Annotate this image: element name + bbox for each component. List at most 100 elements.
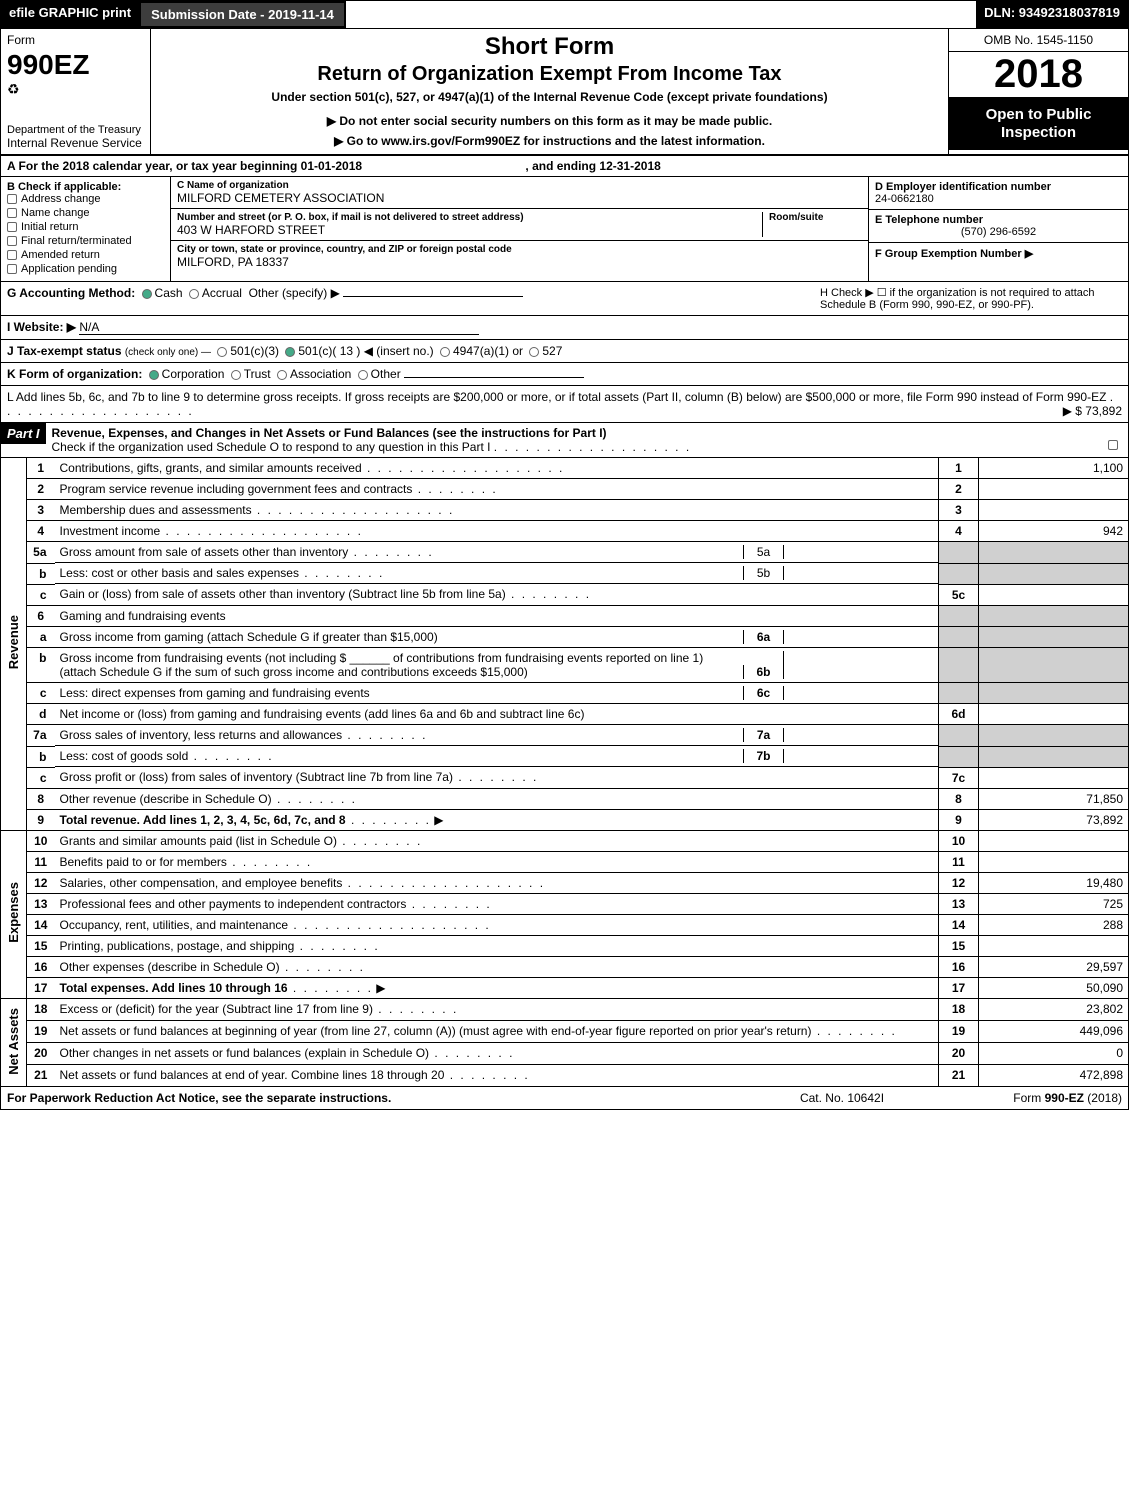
d3: Membership dues and assessments — [60, 503, 252, 517]
radio-4947[interactable] — [440, 347, 450, 357]
j-o1: 501(c)(3) — [230, 344, 279, 358]
section-l: L Add lines 5b, 6c, and 7b to line 9 to … — [0, 386, 1129, 423]
d5c: Gain or (loss) from sale of assets other… — [60, 587, 506, 601]
d14: Occupancy, rent, utilities, and maintena… — [60, 918, 289, 932]
recycle-icon: ♻ — [7, 81, 144, 98]
d5a: Gross amount from sale of assets other t… — [60, 545, 349, 559]
irs-label: Internal Revenue Service — [7, 136, 144, 150]
v2 — [979, 479, 1129, 500]
org-city-row: City or town, state or province, country… — [171, 241, 868, 272]
suite-label: Room/suite — [769, 212, 862, 223]
chk-lbl-3: Final return/terminated — [21, 235, 132, 247]
i-label: I Website: ▶ — [7, 320, 76, 334]
chk-final-return[interactable]: Final return/terminated — [7, 235, 164, 247]
form-number: 990EZ — [7, 49, 144, 81]
row-3: 3Membership dues and assessments3 — [1, 500, 1129, 521]
j-label: J Tax-exempt status — [7, 344, 122, 358]
d7a: Gross sales of inventory, less returns a… — [60, 728, 343, 742]
row-6a: a Gross income from gaming (attach Sched… — [1, 626, 1129, 648]
v4: 942 — [979, 521, 1129, 542]
radio-assoc[interactable] — [277, 370, 287, 380]
j-o4: 527 — [542, 344, 562, 358]
header-right: OMB No. 1545-1150 2018 Open to Public In… — [948, 29, 1128, 154]
part1-badge: Part I — [1, 423, 46, 444]
chk-lbl-4: Amended return — [21, 249, 100, 261]
radio-501c[interactable] — [285, 347, 295, 357]
org-city: MILFORD, PA 18337 — [177, 255, 862, 269]
chk-lbl-1: Name change — [21, 207, 90, 219]
d17: Total expenses. Add lines 10 through 16 — [60, 981, 288, 995]
g-cash: Cash — [155, 286, 183, 300]
d6a: Gross income from gaming (attach Schedul… — [60, 630, 744, 644]
g-other-input[interactable] — [343, 296, 523, 297]
row-21: 21Net assets or fund balances at end of … — [1, 1065, 1129, 1087]
radio-accrual[interactable] — [189, 289, 199, 299]
entity-block: B Check if applicable: Address change Na… — [0, 177, 1129, 282]
k-label: K Form of organization: — [7, 367, 142, 381]
tel-value: (570) 296-6592 — [875, 226, 1122, 238]
k-o2: Trust — [244, 367, 271, 381]
v9: 73,892 — [979, 809, 1129, 830]
radio-other-org[interactable] — [358, 370, 368, 380]
d8: Other revenue (describe in Schedule O) — [60, 792, 272, 806]
chk-address-change[interactable]: Address change — [7, 193, 164, 205]
vtab-netassets: Net Assets — [1, 998, 27, 1087]
row-6c: c Less: direct expenses from gaming and … — [1, 683, 1129, 704]
d6c: Less: direct expenses from gaming and fu… — [60, 686, 370, 700]
footer-right: Form 990-EZ (2018) — [942, 1091, 1122, 1105]
dln-label: DLN: 93492318037819 — [976, 1, 1128, 28]
d9: Total revenue. Add lines 1, 2, 3, 4, 5c,… — [60, 813, 346, 827]
org-name-row: C Name of organization MILFORD CEMETERY … — [171, 177, 868, 209]
chk-initial-return[interactable]: Initial return — [7, 221, 164, 233]
v7c — [979, 767, 1129, 788]
dept-label: Department of the Treasury — [7, 124, 144, 136]
radio-cash[interactable] — [142, 289, 152, 299]
v20: 0 — [979, 1042, 1129, 1064]
v12: 19,480 — [979, 872, 1129, 893]
lines-table: Revenue 1Contributions, gifts, grants, a… — [0, 458, 1129, 1087]
radio-501c3[interactable] — [217, 347, 227, 357]
d10: Grants and similar amounts paid (list in… — [60, 834, 337, 848]
part1-checkbox[interactable] — [1108, 440, 1118, 450]
part1-dots — [494, 440, 691, 454]
row-9: 9Total revenue. Add lines 1, 2, 3, 4, 5c… — [1, 809, 1129, 830]
row-2: 2Program service revenue including gover… — [1, 479, 1129, 500]
section-gh: G Accounting Method: Cash Accrual Other … — [0, 282, 1129, 316]
chk-name-change[interactable]: Name change — [7, 207, 164, 219]
radio-527[interactable] — [529, 347, 539, 357]
section-j: J Tax-exempt status (check only one) — 5… — [0, 340, 1129, 363]
v8: 71,850 — [979, 788, 1129, 809]
row-7c: cGross profit or (loss) from sales of in… — [1, 767, 1129, 788]
radio-trust[interactable] — [231, 370, 241, 380]
l-text: L Add lines 5b, 6c, and 7b to line 9 to … — [7, 390, 1106, 404]
form-header: Form 990EZ ♻ Department of the Treasury … — [0, 29, 1129, 156]
chk-amended-return[interactable]: Amended return — [7, 249, 164, 261]
row-5a: 5a Gross amount from sale of assets othe… — [1, 542, 1129, 564]
row-1: Revenue 1Contributions, gifts, grants, a… — [1, 458, 1129, 479]
radio-corp[interactable] — [149, 370, 159, 380]
v6d — [979, 704, 1129, 725]
omb-number: OMB No. 1545-1150 — [949, 29, 1128, 52]
d21: Net assets or fund balances at end of ye… — [60, 1068, 445, 1082]
check-b: B Check if applicable: Address change Na… — [1, 177, 171, 281]
entity-mid: C Name of organization MILFORD CEMETERY … — [171, 177, 868, 281]
part1-header: Part I Revenue, Expenses, and Changes in… — [0, 423, 1129, 458]
chk-lbl-2: Initial return — [21, 221, 78, 233]
chk-application-pending[interactable]: Application pending — [7, 263, 164, 275]
row-16: 16Other expenses (describe in Schedule O… — [1, 956, 1129, 977]
open-public: Open to Public Inspection — [949, 98, 1128, 150]
efile-label[interactable]: efile GRAPHIC print — [1, 1, 139, 28]
submission-date: Submission Date - 2019-11-14 — [139, 1, 346, 28]
d5b: Less: cost or other basis and sales expe… — [60, 566, 299, 580]
chk-lbl-5: Application pending — [21, 263, 117, 275]
g-other: Other (specify) ▶ — [249, 286, 340, 300]
row-6b: b Gross income from fundraising events (… — [1, 648, 1129, 683]
v1: 1,100 — [979, 458, 1129, 479]
k-other-input[interactable] — [404, 377, 584, 378]
f-label: F Group Exemption Number ▶ — [875, 248, 1033, 260]
h-note: H Check ▶ ☐ if the organization is not r… — [812, 286, 1122, 311]
period-row: A For the 2018 calendar year, or tax yea… — [0, 156, 1129, 177]
row-8: 8Other revenue (describe in Schedule O)8… — [1, 788, 1129, 809]
header-left: Form 990EZ ♻ Department of the Treasury … — [1, 29, 151, 154]
goto-link[interactable]: ▶ Go to www.irs.gov/Form990EZ for instru… — [157, 134, 942, 148]
